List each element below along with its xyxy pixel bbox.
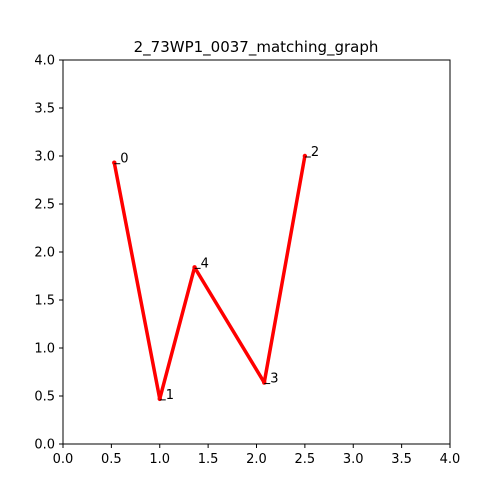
y-tick-label: 1.0 bbox=[34, 342, 55, 357]
graph-nodes: 0 1 2 3 4 bbox=[112, 145, 319, 403]
x-axis-ticks: 0.0 0.5 1.0 1.5 2.0 2.5 3.0 3.5 4.0 bbox=[53, 444, 461, 467]
y-tick-label: 0.0 bbox=[34, 438, 55, 453]
y-tick-label: 3.5 bbox=[34, 102, 55, 117]
graph-edge-3-2 bbox=[262, 154, 307, 385]
node-label-3: 3 bbox=[270, 372, 278, 387]
graph-node-4 bbox=[192, 265, 197, 270]
y-tick-label: 1.5 bbox=[34, 294, 55, 309]
x-tick-label: 0.5 bbox=[101, 452, 122, 467]
graph-edge-4-3 bbox=[192, 265, 266, 385]
x-tick-label: 3.0 bbox=[343, 452, 364, 467]
x-tick-label: 2.0 bbox=[246, 452, 267, 467]
x-tick-label: 0.0 bbox=[53, 452, 74, 467]
x-tick-label: 1.5 bbox=[198, 452, 219, 467]
graph-node-2 bbox=[302, 153, 308, 159]
node-label-4: 4 bbox=[201, 256, 209, 271]
y-tick-label: 3.0 bbox=[34, 150, 55, 165]
graph-node-3 bbox=[262, 380, 267, 385]
graph-edge-0-1 bbox=[112, 160, 162, 401]
x-tick-label: 1.0 bbox=[149, 452, 170, 467]
x-tick-label: 2.5 bbox=[295, 452, 316, 467]
node-label-0: 0 bbox=[120, 152, 128, 167]
graph-node-0 bbox=[112, 160, 117, 165]
y-axis-ticks: 0.0 0.5 1.0 1.5 2.0 2.5 3.0 3.5 4.0 bbox=[34, 54, 63, 453]
y-tick-label: 2.0 bbox=[34, 246, 55, 261]
y-tick-label: 4.0 bbox=[34, 54, 55, 69]
graph-edge-1-4 bbox=[158, 265, 197, 401]
plot-frame bbox=[62, 59, 451, 445]
y-tick-label: 0.5 bbox=[34, 390, 55, 405]
y-tick-label: 2.5 bbox=[34, 198, 55, 213]
node-label-2: 2 bbox=[311, 145, 319, 160]
x-tick-label: 3.5 bbox=[391, 452, 412, 467]
graph-node-1 bbox=[157, 396, 162, 402]
x-tick-label: 4.0 bbox=[440, 452, 461, 467]
graph-edges bbox=[112, 154, 307, 401]
chart-title: 2_73WP1_0037_matching_graph bbox=[134, 38, 379, 57]
node-label-1: 1 bbox=[166, 388, 174, 403]
